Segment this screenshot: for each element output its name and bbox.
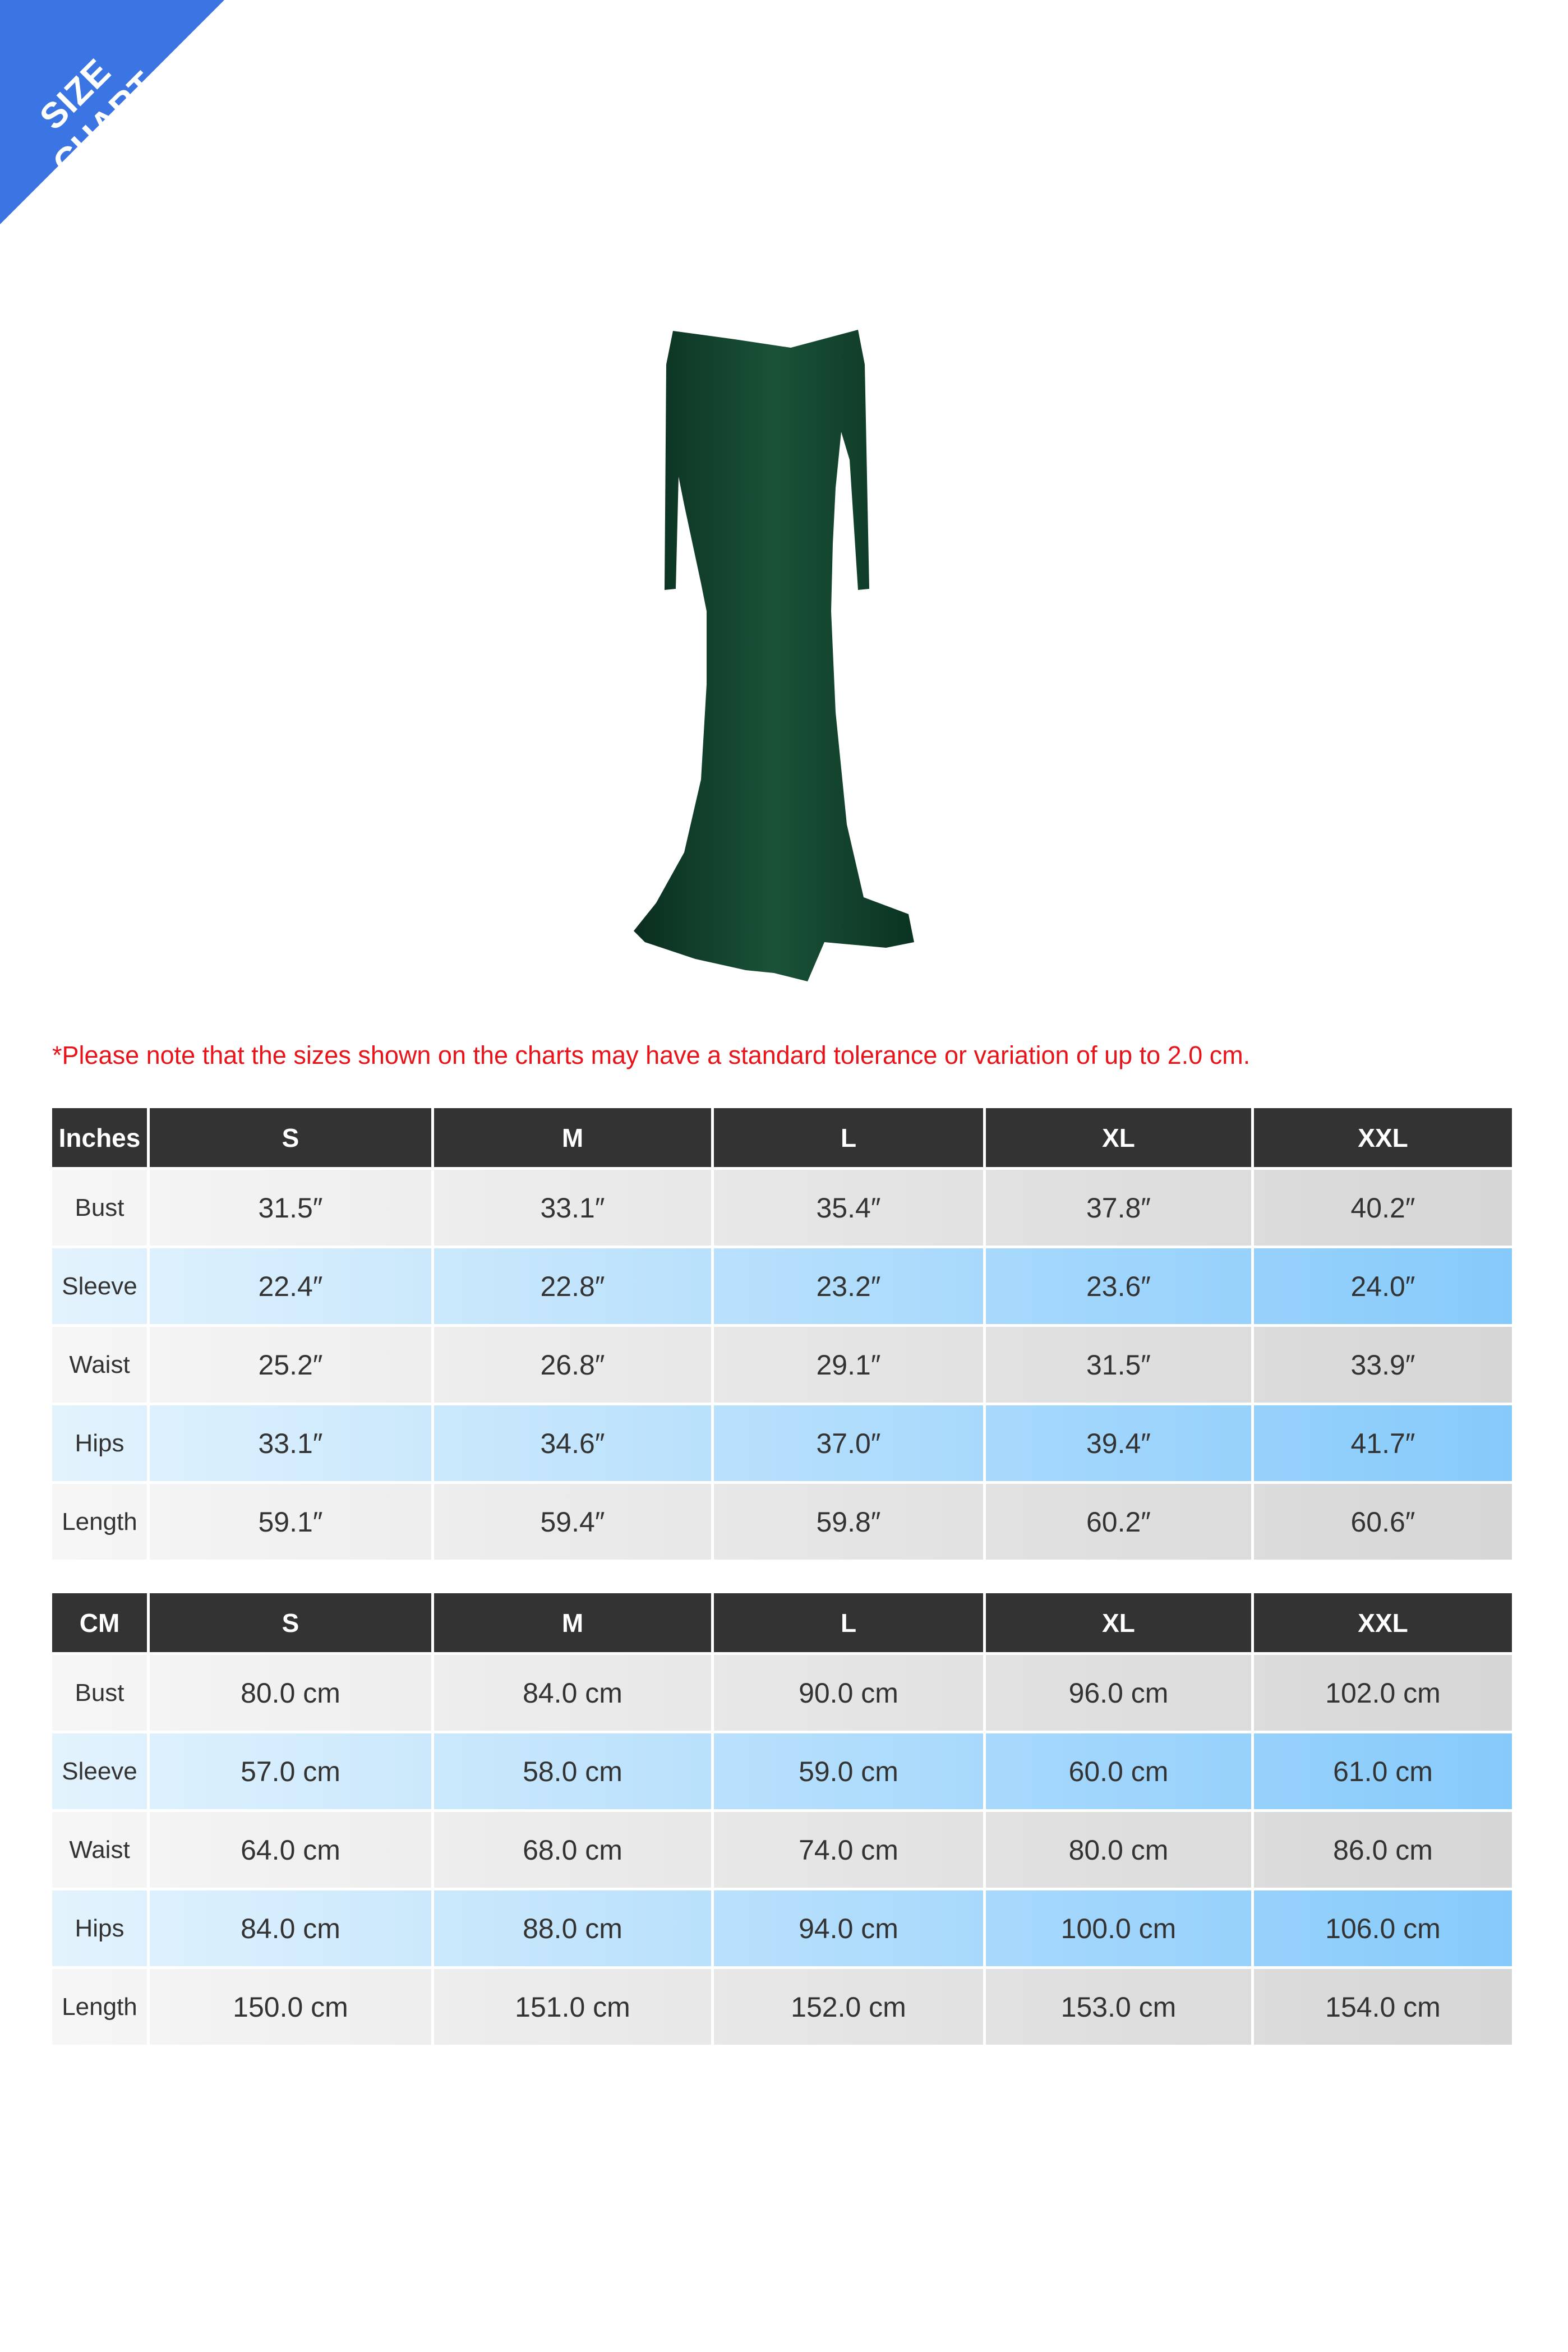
size-header: XL [986, 1593, 1254, 1655]
unit-header: Inches [52, 1108, 150, 1170]
measurement-value: 64.0 cm [150, 1812, 434, 1890]
measurement-value: 84.0 cm [150, 1890, 434, 1969]
measurement-value: 58.0 cm [434, 1733, 714, 1812]
measurement-label: Bust [52, 1655, 150, 1733]
table-row: Hips 33.1″ 34.6″ 37.0″ 39.4″ 41.7″ [52, 1405, 1512, 1484]
measurement-value: 106.0 cm [1254, 1890, 1512, 1969]
measurement-label: Waist [52, 1812, 150, 1890]
measurement-value: 86.0 cm [1254, 1812, 1512, 1890]
measurement-label: Waist [52, 1327, 150, 1405]
measurement-value: 94.0 cm [714, 1890, 986, 1969]
measurement-value: 60.0 cm [986, 1733, 1254, 1812]
measurement-value: 37.0″ [714, 1405, 986, 1484]
table-header-row: Inches S M L XL XXL [52, 1108, 1512, 1170]
table-row: Bust 31.5″ 33.1″ 35.4″ 37.8″ 40.2″ [52, 1170, 1512, 1248]
table-row: Hips 84.0 cm 88.0 cm 94.0 cm 100.0 cm 106.0 c… [52, 1890, 1512, 1969]
measurement-value: 29.1″ [714, 1327, 986, 1405]
table-row: Length 59.1″ 59.4″ 59.8″ 60.2″ 60.6″ [52, 1484, 1512, 1562]
table-row: Length 150.0 cm 151.0 cm 152.0 cm 153.0 cm 15… [52, 1969, 1512, 2047]
table-header-row: CM S M L XL XXL [52, 1593, 1512, 1655]
size-header: S [150, 1108, 434, 1170]
measurement-value: 25.2″ [150, 1327, 434, 1405]
measurement-value: 60.2″ [986, 1484, 1254, 1562]
measurement-value: 40.2″ [1254, 1170, 1512, 1248]
size-header: L [714, 1108, 986, 1170]
measurement-value: 74.0 cm [714, 1812, 986, 1890]
size-header: XXL [1254, 1593, 1512, 1655]
size-header: M [434, 1108, 714, 1170]
measurement-value: 22.8″ [434, 1248, 714, 1327]
size-header: L [714, 1593, 986, 1655]
measurement-value: 90.0 cm [714, 1655, 986, 1733]
measurement-value: 84.0 cm [434, 1655, 714, 1733]
measurement-label: Bust [52, 1170, 150, 1248]
measurement-value: 31.5″ [150, 1170, 434, 1248]
tolerance-note: *Please note that the sizes shown on the… [52, 1041, 1251, 1069]
measurement-value: 153.0 cm [986, 1969, 1254, 2047]
table-row: Waist 25.2″ 26.8″ 29.1″ 31.5″ 33.9″ [52, 1327, 1512, 1405]
table-row: Bust 80.0 cm 84.0 cm 90.0 cm 96.0 cm 102.0 cm [52, 1655, 1512, 1733]
unit-header: CM [52, 1593, 150, 1655]
measurement-value: 59.1″ [150, 1484, 434, 1562]
measurement-value: 39.4″ [986, 1405, 1254, 1484]
measurement-value: 33.1″ [150, 1405, 434, 1484]
measurement-value: 23.2″ [714, 1248, 986, 1327]
measurement-value: 23.6″ [986, 1248, 1254, 1327]
measurement-value: 33.9″ [1254, 1327, 1512, 1405]
inches-size-table: Inches S M L XL XXL Bust 31.5″ 33.1″ 35.4″ 3… [52, 1108, 1512, 1562]
size-header: XL [986, 1108, 1254, 1170]
measurement-value: 151.0 cm [434, 1969, 714, 2047]
measurement-value: 152.0 cm [714, 1969, 986, 2047]
measurement-value: 61.0 cm [1254, 1733, 1512, 1812]
measurement-label: Length [52, 1969, 150, 2047]
measurement-value: 60.6″ [1254, 1484, 1512, 1562]
measurement-label: Hips [52, 1890, 150, 1969]
size-header: XXL [1254, 1108, 1512, 1170]
measurement-value: 102.0 cm [1254, 1655, 1512, 1733]
measurement-value: 59.4″ [434, 1484, 714, 1562]
measurement-value: 80.0 cm [986, 1812, 1254, 1890]
measurement-value: 80.0 cm [150, 1655, 434, 1733]
measurement-value: 96.0 cm [986, 1655, 1254, 1733]
table-row: Sleeve 22.4″ 22.8″ 23.2″ 23.6″ 24.0″ [52, 1248, 1512, 1327]
measurement-value: 88.0 cm [434, 1890, 714, 1969]
measurement-value: 37.8″ [986, 1170, 1254, 1248]
measurement-value: 33.1″ [434, 1170, 714, 1248]
size-chart-banner [0, 0, 224, 224]
measurement-value: 100.0 cm [986, 1890, 1254, 1969]
table-row: Sleeve 57.0 cm 58.0 cm 59.0 cm 60.0 cm 61.0 c… [52, 1733, 1512, 1812]
dress-image [634, 330, 914, 981]
measurement-value: 22.4″ [150, 1248, 434, 1327]
table-row: Waist 64.0 cm 68.0 cm 74.0 cm 80.0 cm 86.0 cm [52, 1812, 1512, 1890]
measurement-value: 57.0 cm [150, 1733, 434, 1812]
measurement-label: Hips [52, 1405, 150, 1484]
measurement-value: 24.0″ [1254, 1248, 1512, 1327]
measurement-value: 41.7″ [1254, 1405, 1512, 1484]
cm-size-table: CM S M L XL XXL Bust 80.0 cm 84.0 cm 90.0 c… [52, 1593, 1512, 2047]
measurement-value: 34.6″ [434, 1405, 714, 1484]
size-header: S [150, 1593, 434, 1655]
measurement-label: Sleeve [52, 1733, 150, 1812]
measurement-value: 59.0 cm [714, 1733, 986, 1812]
measurement-label: Sleeve [52, 1248, 150, 1327]
measurement-value: 59.8″ [714, 1484, 986, 1562]
measurement-value: 35.4″ [714, 1170, 986, 1248]
measurement-value: 68.0 cm [434, 1812, 714, 1890]
measurement-value: 154.0 cm [1254, 1969, 1512, 2047]
measurement-value: 31.5″ [986, 1327, 1254, 1405]
measurement-value: 26.8″ [434, 1327, 714, 1405]
measurement-label: Length [52, 1484, 150, 1562]
measurement-value: 150.0 cm [150, 1969, 434, 2047]
size-header: M [434, 1593, 714, 1655]
